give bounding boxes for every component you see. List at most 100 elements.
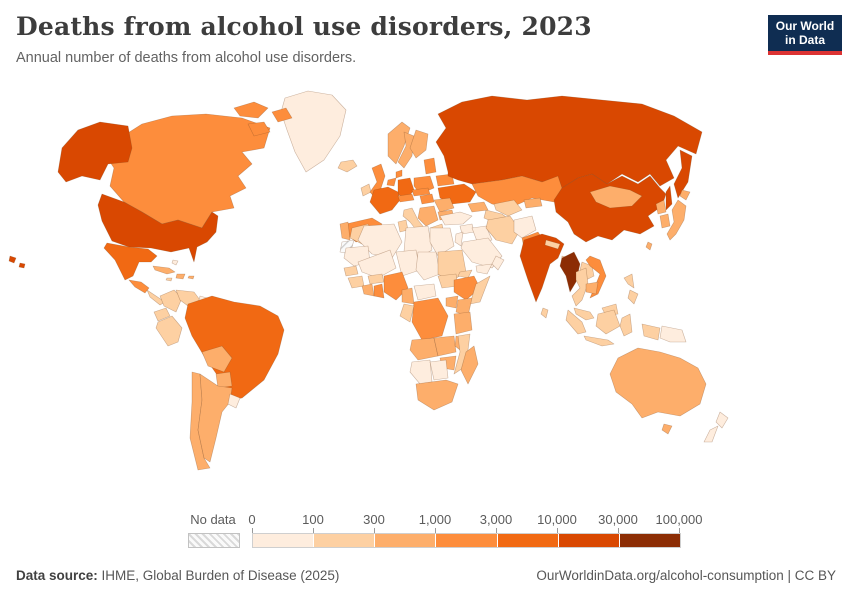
country-cambodia[interactable]	[585, 281, 599, 295]
country-canada[interactable]	[101, 113, 271, 229]
world-choropleth-map[interactable]	[0, 88, 850, 510]
country-ghana[interactable]	[373, 283, 385, 299]
country-hawaii[interactable]	[18, 262, 26, 269]
country-belarus[interactable]	[435, 173, 455, 187]
country-north-korea[interactable]	[655, 199, 667, 215]
country-portugal[interactable]	[339, 221, 351, 241]
country-ecuador[interactable]	[153, 307, 171, 322]
country-uzbekistan[interactable]	[493, 199, 523, 217]
country-greenland[interactable]	[280, 90, 347, 173]
country-ivory-coast[interactable]	[361, 283, 375, 297]
country-kyrgyzstan[interactable]	[523, 197, 543, 209]
country-paraguay[interactable]	[215, 371, 233, 389]
country-yemen[interactable]	[475, 263, 493, 275]
country-uruguay[interactable]	[227, 393, 241, 409]
country-burkina-faso[interactable]	[367, 273, 385, 285]
country-indonesia-papua[interactable]	[641, 323, 661, 341]
country-austria[interactable]	[397, 193, 415, 203]
country-canada-island[interactable]	[271, 107, 293, 123]
country-new-zealand-south[interactable]	[703, 425, 719, 443]
country-philippines-south[interactable]	[627, 289, 639, 305]
country-japan[interactable]	[666, 199, 687, 241]
legend-bin-1000-3000[interactable]	[436, 534, 498, 547]
legend-bin-0-100[interactable]	[253, 534, 315, 547]
country-baltic-states[interactable]	[423, 157, 437, 175]
country-taiwan[interactable]	[645, 241, 653, 251]
no-data-swatch[interactable]	[188, 533, 240, 548]
country-bahamas[interactable]	[171, 259, 179, 266]
country-canada-island[interactable]	[233, 101, 269, 119]
country-somalia[interactable]	[469, 275, 491, 305]
country-iran[interactable]	[485, 215, 521, 245]
country-indonesia-sumatra[interactable]	[565, 309, 587, 335]
country-south-korea[interactable]	[659, 213, 671, 229]
country-mexico[interactable]	[103, 242, 158, 281]
country-new-zealand-north[interactable]	[715, 411, 729, 429]
country-hawaii[interactable]	[8, 255, 17, 264]
country-jordan[interactable]	[454, 231, 464, 247]
country-guatemala[interactable]	[128, 279, 150, 294]
country-australia[interactable]	[609, 347, 707, 419]
country-uganda[interactable]	[445, 295, 459, 309]
country-central-african-republic[interactable]	[413, 283, 437, 301]
country-cuba[interactable]	[152, 265, 176, 275]
country-bolivia[interactable]	[201, 345, 233, 373]
country-afghanistan[interactable]	[513, 215, 537, 239]
country-nepal[interactable]	[544, 239, 561, 250]
country-jamaica[interactable]	[165, 277, 173, 282]
country-india[interactable]	[519, 233, 565, 303]
country-japan-hokkaido[interactable]	[679, 189, 691, 201]
country-madagascar[interactable]	[460, 345, 479, 385]
country-france[interactable]	[369, 186, 401, 215]
country-russia-kamchatka[interactable]	[673, 149, 693, 199]
country-peru[interactable]	[155, 315, 183, 347]
country-indonesia-sulawesi[interactable]	[619, 313, 633, 337]
country-romania[interactable]	[433, 197, 455, 213]
country-sri-lanka[interactable]	[540, 307, 549, 319]
legend-bin-10000-30000[interactable]	[558, 534, 620, 547]
country-saudi-arabia[interactable]	[460, 237, 503, 269]
country-namibia[interactable]	[409, 359, 433, 385]
country-senegal[interactable]	[343, 265, 359, 277]
owid-logo[interactable]: Our World in Data	[768, 15, 842, 55]
country-brazil[interactable]	[184, 295, 285, 401]
country-denmark[interactable]	[395, 169, 403, 179]
country-netherlands[interactable]	[386, 177, 397, 187]
data-source[interactable]: Data source: IHME, Global Burden of Dise…	[16, 568, 339, 583]
country-egypt[interactable]	[429, 227, 455, 257]
country-chad[interactable]	[415, 251, 441, 281]
country-turkey[interactable]	[439, 211, 473, 226]
country-dr-congo[interactable]	[411, 297, 449, 341]
country-tanzania[interactable]	[453, 311, 473, 335]
country-dominican-republic[interactable]	[175, 273, 186, 280]
legend-bin-300-1000[interactable]	[375, 534, 437, 547]
country-mongolia[interactable]	[589, 185, 643, 209]
legend-bin-100-300[interactable]	[314, 534, 376, 547]
legend-bin-30000-100000[interactable]	[619, 534, 680, 547]
country-iceland[interactable]	[337, 159, 358, 173]
country-botswana[interactable]	[429, 359, 449, 381]
country-south-africa[interactable]	[415, 379, 459, 411]
country-philippines[interactable]	[623, 273, 635, 289]
country-colombia[interactable]	[159, 289, 183, 313]
country-puerto-rico[interactable]	[187, 275, 195, 280]
country-czechia[interactable]	[411, 187, 431, 197]
country-finland[interactable]	[409, 129, 429, 159]
country-tasmania[interactable]	[661, 423, 673, 435]
country-alaska[interactable]	[57, 121, 133, 183]
country-zambia[interactable]	[433, 335, 457, 357]
country-ireland[interactable]	[360, 183, 372, 197]
country-indonesia-java[interactable]	[583, 335, 615, 347]
legend-bin-3000-10000[interactable]	[497, 534, 559, 547]
country-guinea[interactable]	[347, 275, 365, 289]
country-united-states[interactable]	[97, 193, 219, 263]
country-malaysia[interactable]	[573, 307, 595, 321]
country-thailand[interactable]	[571, 267, 589, 307]
country-argentina[interactable]	[197, 373, 233, 463]
country-balkans[interactable]	[417, 205, 439, 227]
country-myanmar[interactable]	[559, 251, 581, 293]
country-angola[interactable]	[409, 337, 439, 361]
country-congo[interactable]	[399, 303, 415, 323]
country-oman[interactable]	[491, 255, 505, 271]
country-niger[interactable]	[395, 249, 421, 277]
